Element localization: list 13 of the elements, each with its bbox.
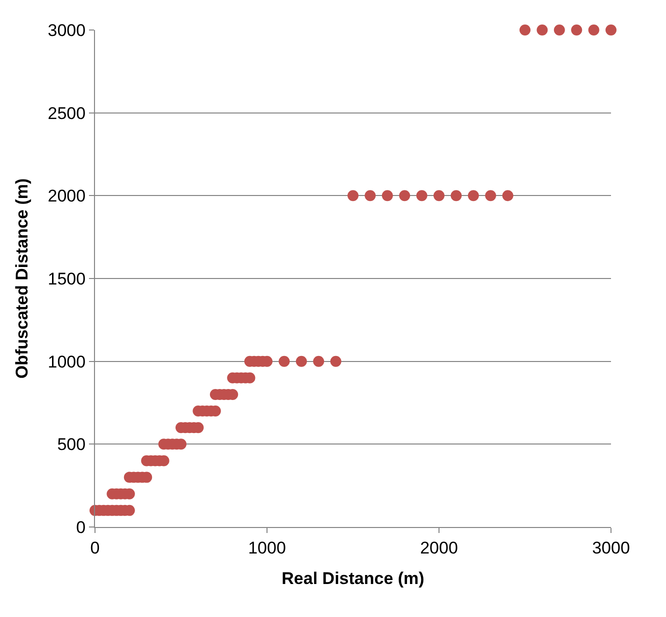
y-tick-label: 500 xyxy=(57,435,86,454)
x-tick-label: 0 xyxy=(90,538,100,558)
x-axis-title: Real Distance (m) xyxy=(282,568,424,588)
x-tick-label: 1000 xyxy=(248,538,286,558)
x-tick-label: 3000 xyxy=(592,538,630,558)
y-tick-label: 1000 xyxy=(48,352,86,372)
y-axis-title: Obfuscated Distance (m) xyxy=(12,178,32,379)
y-tick-label: 2000 xyxy=(48,186,86,206)
y-tick-label: 3000 xyxy=(48,20,86,40)
y-tick-label: 1500 xyxy=(48,269,86,288)
x-tick-label: 2000 xyxy=(420,538,458,558)
y-tick-label: 2500 xyxy=(48,104,86,123)
y-tick-label: 0 xyxy=(76,518,86,537)
